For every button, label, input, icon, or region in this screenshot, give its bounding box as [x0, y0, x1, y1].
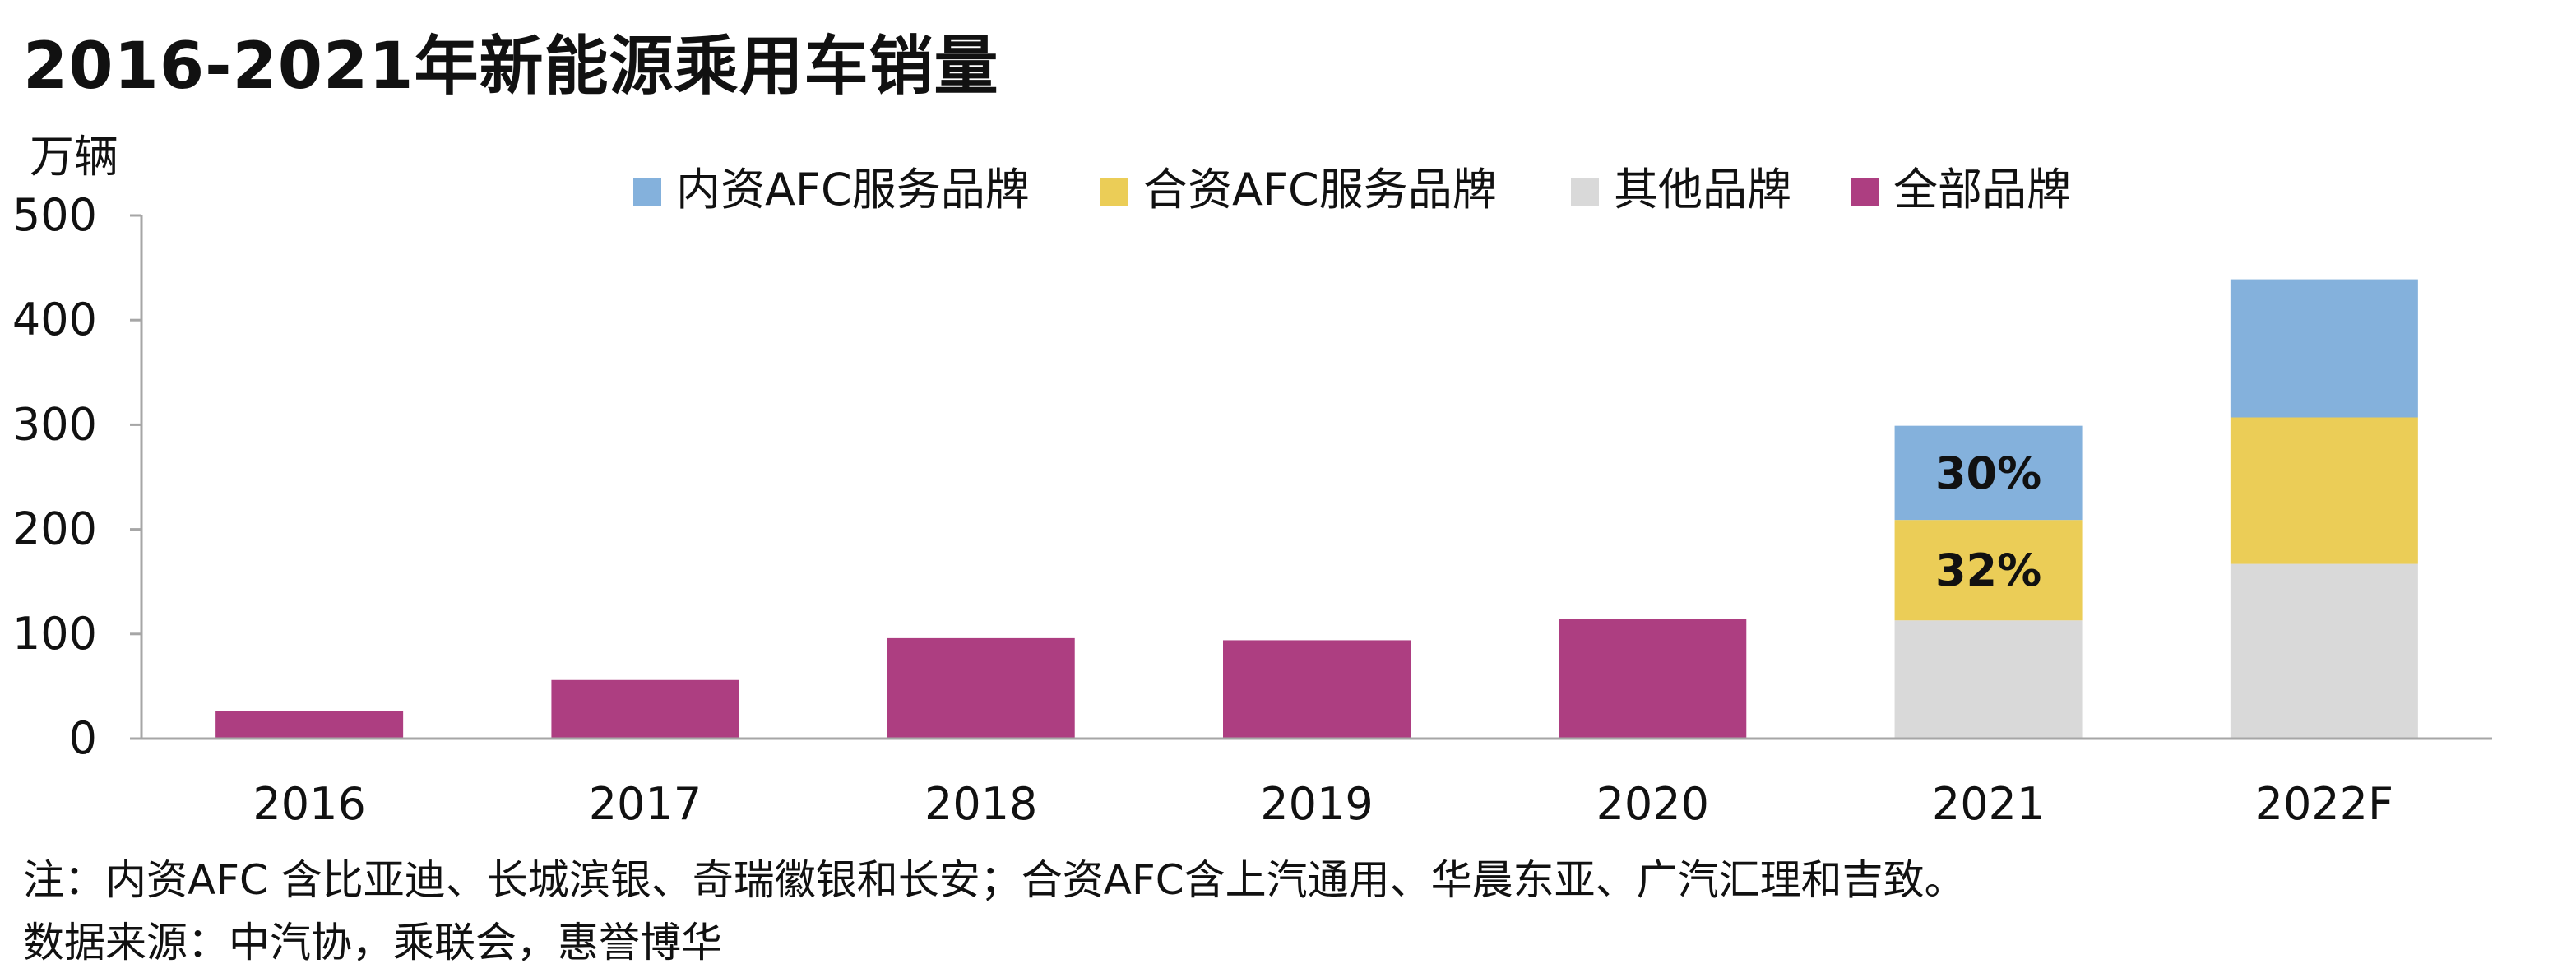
y-tick-label: 400 — [12, 294, 97, 345]
footnote: 注：内资AFC 含比亚迪、长城滨银、奇瑞徽银和长安；合资AFC含上汽通用、华晨东… — [23, 856, 1966, 904]
bar-annotations: 30% 32% — [1935, 447, 2041, 596]
x-tick-label: 2019 — [1260, 778, 1373, 830]
chart-title: 2016-2021年新能源乘用车销量 — [23, 30, 999, 104]
legend-swatch — [1851, 178, 1879, 206]
y-tick-label: 200 — [12, 503, 97, 555]
x-axis: 2016 2017 2018 2019 2020 2021 2022F — [141, 737, 2492, 830]
bar-segment — [887, 637, 1075, 739]
y-tick-label: 100 — [12, 608, 97, 660]
y-tick-label: 500 — [12, 189, 97, 241]
bar-chart: 内资AFC服务品牌 合资AFC服务品牌 其他品牌 全部品牌 0 100 200 300 400… — [12, 164, 2492, 830]
bar-segment — [1894, 520, 2083, 621]
x-tick-label: 2016 — [253, 778, 365, 830]
bar-segment — [1559, 619, 1747, 739]
legend-swatch — [1571, 178, 1599, 206]
legend-swatch — [633, 178, 661, 206]
legend-label: 内资AFC服务品牌 — [676, 164, 1030, 215]
x-tick-label: 2017 — [589, 778, 702, 830]
data-source: 数据来源：中汽协，乘联会，惠誉博华 — [23, 919, 722, 966]
y-tick-label: 300 — [12, 398, 97, 450]
x-tick-label: 2020 — [1596, 778, 1709, 830]
bar-segment — [2230, 279, 2418, 418]
legend-label: 合资AFC服务品牌 — [1143, 164, 1497, 215]
bar-segment — [1894, 620, 2083, 739]
chart-legend: 内资AFC服务品牌 合资AFC服务品牌 其他品牌 全部品牌 — [633, 164, 2071, 215]
data-label: 32% — [1935, 544, 2041, 596]
y-axis-unit: 万辆 — [30, 131, 118, 183]
legend-swatch — [1100, 178, 1128, 206]
bar-segment — [2230, 563, 2418, 739]
bar-segment — [551, 679, 739, 739]
y-axis: 0 100 200 300 400 500 — [12, 189, 143, 764]
y-tick-label: 0 — [69, 712, 97, 764]
bar-segment — [215, 711, 404, 739]
x-tick-label: 2018 — [924, 778, 1037, 830]
data-label: 30% — [1935, 447, 2041, 499]
bars — [215, 279, 2418, 739]
legend-label: 全部品牌 — [1893, 164, 2071, 215]
x-tick-label: 2022F — [2255, 778, 2394, 830]
bar-segment — [2230, 417, 2418, 564]
x-tick-label: 2021 — [1932, 778, 2045, 830]
bar-segment — [1894, 425, 2083, 521]
bar-segment — [1223, 640, 1411, 739]
legend-label: 其他品牌 — [1614, 164, 1791, 215]
